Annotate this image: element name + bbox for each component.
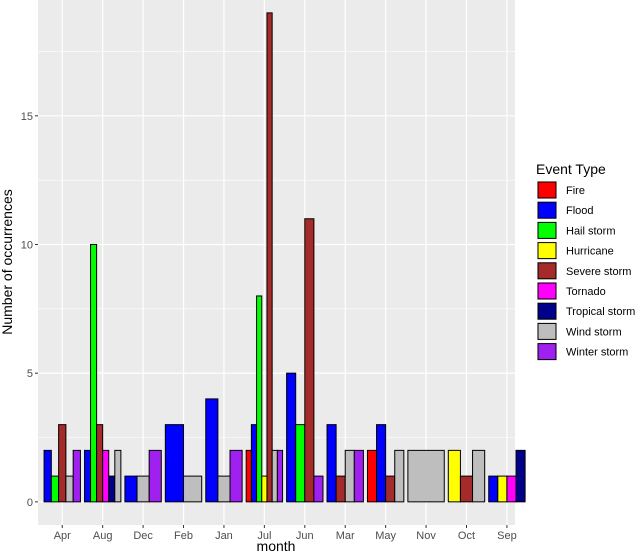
bar-oct-severe-storm: Oct / Severe storm: 1	[459, 475, 474, 503]
legend-label-tropical-storm: Tropical storm	[566, 306, 635, 318]
x-tick-label: Jun	[296, 530, 314, 542]
legend-key-severe-storm	[537, 262, 557, 280]
x-tick-label: Dec	[133, 530, 153, 542]
y-axis-title: Number of occurrences	[0, 189, 15, 335]
bars: Apr / Flood: 2Apr / Hail storm: 1Apr / S…	[43, 12, 526, 503]
legend-label-hail-storm: Hail storm	[566, 225, 616, 237]
x-tick-label: May	[375, 530, 396, 542]
plot-panel	[38, 0, 515, 525]
bar-may-flood: May / Flood: 3	[376, 424, 387, 503]
x-tick-label: Sep	[497, 530, 517, 542]
legend-key-tornado	[537, 282, 557, 300]
bar-apr-severe-storm: Apr / Severe storm: 3	[58, 424, 67, 503]
bar-jul-severe-storm: Jul / Severe storm: 19	[266, 12, 273, 503]
y-tick-label: 0	[27, 497, 33, 509]
legend-key-hail-storm	[537, 221, 557, 239]
minor-gridlines	[38, 51, 515, 438]
bar-sep-flood: Sep / Flood: 1	[488, 475, 499, 503]
bar-jun-hail-storm: Jun / Hail storm: 3	[295, 424, 306, 503]
legend-label-hurricane: Hurricane	[566, 246, 614, 258]
legend-label-tornado: Tornado	[566, 286, 606, 298]
x-tick-label: Feb	[174, 530, 193, 542]
x-axis: Apr Aug Dec Feb Jan Jul Jun Mar May Nov Oct Sep	[54, 525, 517, 542]
bar-sep-hurricane: Sep / Hurricane: 1	[497, 475, 508, 503]
bar-jun-flood: Jun / Flood: 5	[286, 372, 297, 503]
legend-label-winter-storm: Winter storm	[566, 347, 628, 359]
legend-title: Event Type	[536, 161, 606, 177]
bar-may-severe-storm: May / Severe storm: 1	[385, 475, 396, 503]
legend-key-flood	[537, 201, 557, 219]
legend-key-fire	[537, 181, 557, 199]
bar-jul-hail-storm: Jul / Hail storm: 8	[256, 295, 263, 503]
x-tick-label: Oct	[458, 530, 475, 542]
legend-key-winter-storm	[537, 343, 557, 361]
bar-jan-wind-storm: Jan / Wind storm: 1	[217, 475, 231, 503]
bar-dec-winter-storm: Dec / Winter storm: 2	[148, 449, 162, 503]
bar-jul-fire: Jul / Fire: 2	[245, 449, 252, 503]
bar-jul-flood: Jul / Flood: 3	[250, 424, 258, 503]
bar-aug-severe-storm: Aug / Severe storm: 3	[96, 424, 104, 503]
legend-key-wind-storm	[537, 322, 557, 340]
bar-may-wind-storm: May / Wind storm: 2	[394, 449, 405, 503]
y-axis: 0 5 10 15	[21, 111, 38, 509]
bar-nov-wind-storm: Nov / Wind storm: 2	[407, 449, 445, 503]
bar-feb-wind-storm: Feb / Wind storm: 1	[183, 475, 203, 503]
legend: Event Type Fire Flood Hail storm Hurricane S…	[536, 161, 635, 361]
bar-jul-wind-storm: Jul / Wind storm: 2	[271, 449, 278, 503]
bar-may-fire: May / Fire: 2	[366, 449, 378, 503]
bar-jan-winter-storm: Jan / Winter storm: 2	[229, 449, 243, 503]
legend-key-hurricane	[537, 242, 557, 260]
x-tick-label: Jul	[257, 530, 271, 542]
legend-label-flood: Flood	[566, 205, 594, 217]
bar-dec-wind-storm: Dec / Wind storm: 1	[136, 475, 150, 503]
x-tick-label: Nov	[416, 530, 436, 542]
bar-jan-flood: Jan / Flood: 4	[205, 398, 219, 503]
bar-apr-wind-storm: Apr / Wind storm: 1	[65, 475, 74, 503]
y-tick-label: 15	[21, 111, 33, 123]
bar-sep-tornado: Sep / Tornado: 1	[506, 475, 517, 503]
x-tick-label: Jan	[215, 530, 233, 542]
bar-apr-hail-storm: Apr / Hail storm: 1	[50, 475, 60, 503]
major-gridlines	[38, 0, 515, 525]
bar-aug-wind-storm: Aug / Wind storm: 2	[114, 449, 122, 503]
bar-feb-flood: Feb / Flood: 3	[164, 424, 185, 503]
bar-mar-severe-storm: Mar / Severe storm: 1	[335, 475, 346, 503]
y-tick-label: 10	[21, 239, 33, 251]
legend-key-tropical-storm	[537, 302, 557, 320]
bar-oct-hurricane: Oct / Hurricane: 2	[447, 449, 461, 503]
bar-dec-flood: Dec / Flood: 1	[124, 475, 138, 503]
x-tick-label: Apr	[54, 530, 71, 542]
bar-oct-wind-storm: Oct / Wind storm: 2	[472, 449, 486, 503]
bar-apr-winter-storm: Apr / Winter storm: 2	[72, 449, 81, 503]
bar-mar-winter-storm: Mar / Winter storm: 2	[353, 449, 364, 503]
bar-aug-flood: Aug / Flood: 2	[83, 449, 92, 503]
bar-aug-tornado: Aug / Tornado: 2	[102, 449, 110, 503]
bar-aug-hail-storm: Aug / Hail storm: 10	[90, 243, 98, 503]
legend-label-wind-storm: Wind storm	[566, 326, 622, 338]
x-axis-title: month	[257, 538, 296, 554]
bar-jun-severe-storm: Jun / Severe storm: 11	[304, 218, 315, 503]
legend-label-severe-storm: Severe storm	[566, 266, 631, 278]
bar-mar-wind-storm: Mar / Wind storm: 2	[344, 449, 355, 503]
bar-jul-winter-storm: Jul / Winter storm: 2	[276, 449, 284, 503]
bar-apr-flood: Apr / Flood: 2	[43, 449, 52, 503]
bar-aug-tropical-storm: Aug / Tropical storm: 1	[108, 475, 116, 503]
bar-jul-hurricane: Jul / Hurricane: 1	[261, 475, 268, 503]
legend-label-fire: Fire	[566, 185, 585, 197]
bar-jun-winter-storm: Jun / Winter storm: 1	[313, 475, 324, 503]
bar-sep-tropical-storm: Sep / Tropical storm: 2	[515, 449, 526, 503]
x-tick-label: Aug	[93, 530, 113, 542]
bar-mar-flood: Mar / Flood: 3	[326, 424, 337, 503]
y-tick-label: 5	[27, 368, 33, 380]
x-tick-label: Mar	[336, 530, 355, 542]
